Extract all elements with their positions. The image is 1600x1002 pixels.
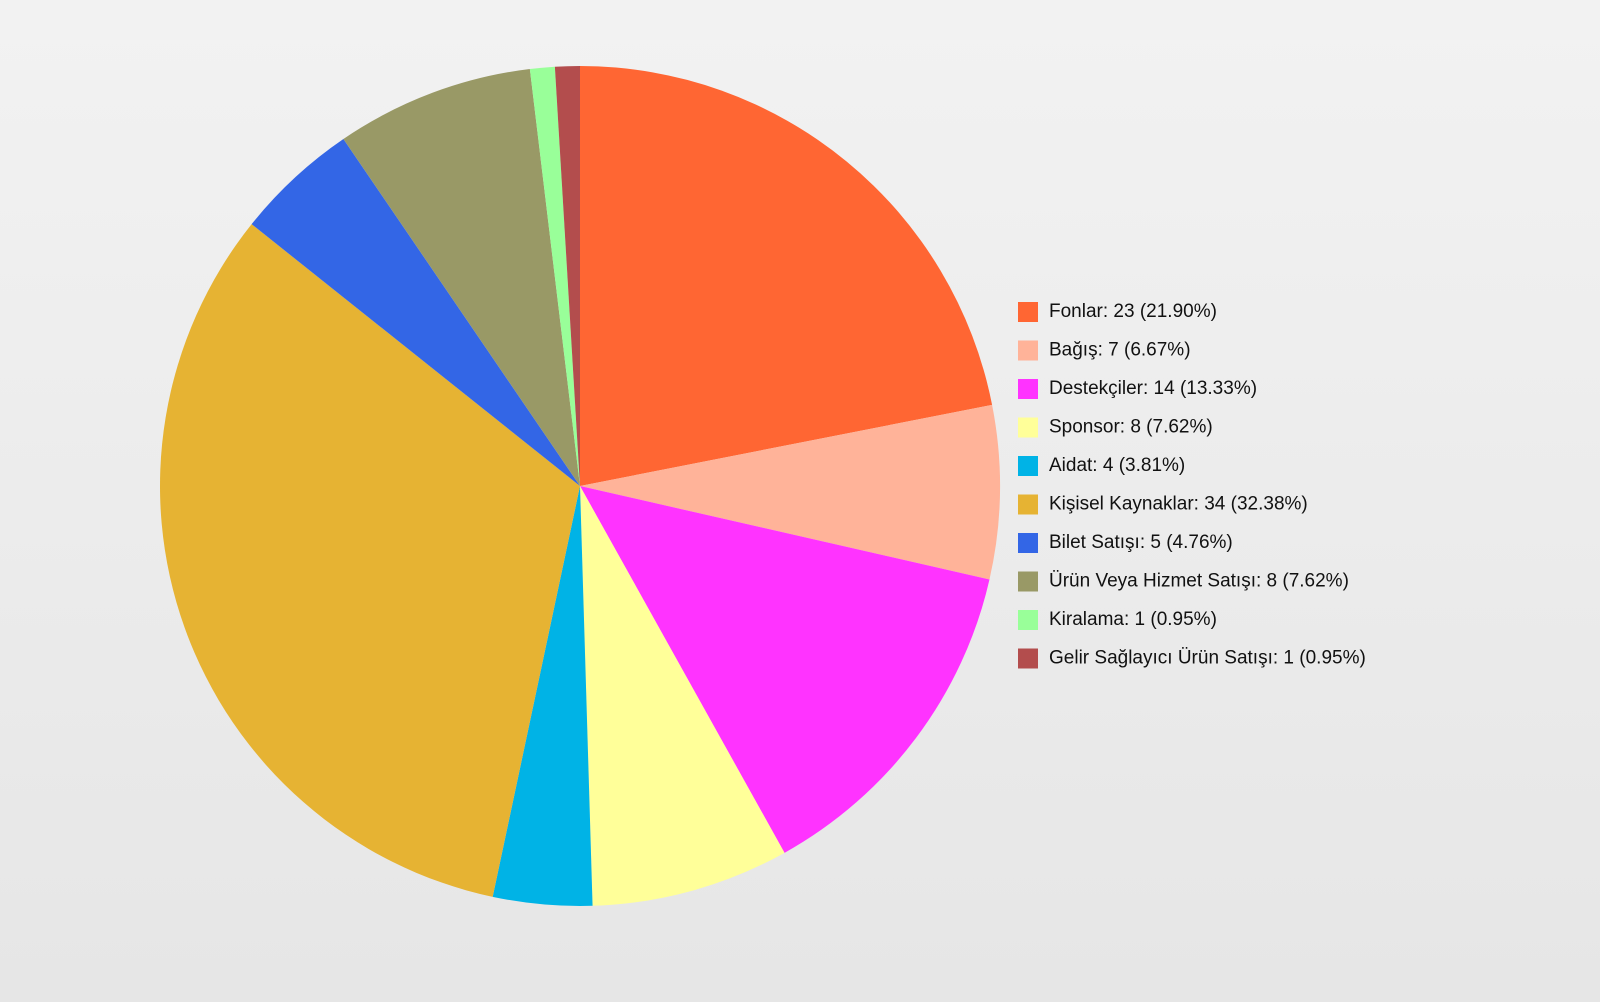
pie-slice [159, 224, 581, 897]
pie-slice [251, 138, 580, 486]
legend-swatch [1018, 417, 1038, 438]
legend-swatch [1018, 494, 1038, 515]
pie-slice [554, 66, 580, 486]
pie-slice [580, 404, 1000, 580]
legend-label: Aidat: 4 (3.81%) [1049, 455, 1185, 476]
legend-label: Kişisel Kaynaklar: 34 (32.38%) [1049, 494, 1308, 515]
pie-slice [343, 69, 580, 487]
legend-swatch [1018, 379, 1038, 399]
legend-label: Bilet Satışı: 5 (4.76%) [1049, 532, 1233, 553]
pie-slice [580, 486, 785, 906]
legend-swatch [1018, 571, 1038, 592]
legend-swatch [1018, 610, 1038, 630]
legend-label: Ürün Veya Hizmet Satışı: 8 (7.62%) [1049, 571, 1349, 592]
pie-slice [492, 486, 593, 906]
legend-label: Bağış: 7 (6.67%) [1049, 340, 1191, 361]
legend-label: Gelir Sağlayıcı Ürün Satışı: 1 (0.95%) [1049, 648, 1366, 669]
legend-swatch [1018, 648, 1038, 669]
legend-label: Sponsor: 8 (7.62%) [1049, 417, 1213, 438]
legend-label: Destekçiler: 14 (13.33%) [1049, 378, 1257, 399]
pie-slice [580, 66, 993, 486]
legend-label: Kiralama: 1 (0.95%) [1049, 609, 1217, 630]
pie-slice [529, 66, 580, 487]
legend-swatch [1018, 340, 1038, 361]
legend-swatch [1018, 456, 1038, 476]
legend-swatch [1018, 302, 1038, 322]
pie-slice [580, 486, 990, 853]
legend-label: Fonlar: 23 (21.90%) [1049, 301, 1217, 322]
legend-swatch [1018, 533, 1038, 553]
